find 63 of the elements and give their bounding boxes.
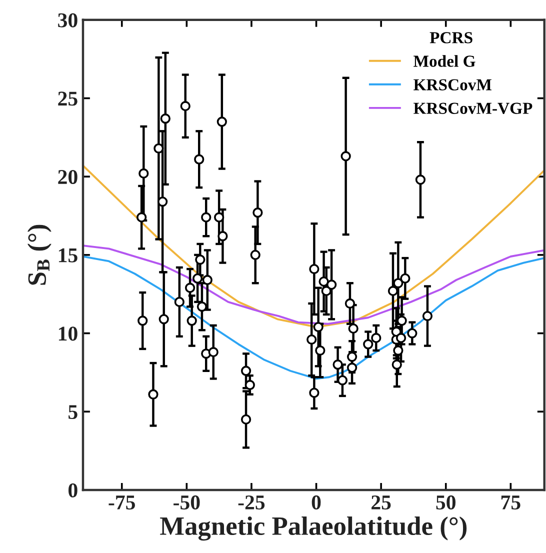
point bbox=[393, 278, 404, 288]
y-tick-label: 20 bbox=[58, 170, 78, 184]
point bbox=[148, 389, 158, 400]
point bbox=[326, 280, 337, 290]
y-tick-label: 10 bbox=[58, 326, 78, 341]
point bbox=[208, 347, 218, 358]
x-tick-label: 75 bbox=[501, 496, 520, 510]
point bbox=[138, 168, 149, 179]
point bbox=[371, 332, 382, 344]
point bbox=[174, 296, 184, 308]
point bbox=[306, 334, 317, 345]
point bbox=[158, 314, 169, 324]
point bbox=[363, 339, 374, 350]
x-tick-label: -75 bbox=[108, 496, 135, 510]
point bbox=[201, 212, 212, 222]
point bbox=[422, 310, 433, 322]
y-tick-label: 5 bbox=[68, 405, 78, 420]
point bbox=[184, 282, 196, 293]
legend-title: PCRS bbox=[430, 32, 472, 44]
point bbox=[154, 143, 164, 154]
legend-label: Model G bbox=[414, 55, 476, 67]
point bbox=[180, 101, 190, 112]
point bbox=[250, 250, 260, 260]
line-series bbox=[82, 256, 544, 380]
point bbox=[160, 114, 170, 124]
point bbox=[337, 375, 348, 386]
point bbox=[214, 212, 224, 222]
x-tick-label: 50 bbox=[436, 495, 456, 510]
line-series bbox=[82, 244, 544, 325]
point bbox=[332, 360, 343, 370]
point bbox=[340, 151, 351, 162]
point bbox=[415, 174, 426, 185]
x-tick-label: -25 bbox=[238, 495, 265, 510]
point bbox=[318, 276, 329, 287]
point bbox=[194, 154, 204, 164]
x-tick-label: 0 bbox=[312, 495, 321, 510]
point bbox=[321, 286, 332, 296]
point bbox=[252, 208, 263, 218]
point bbox=[400, 273, 410, 284]
legend-label: KRSCovM-VGP bbox=[414, 102, 532, 114]
point bbox=[138, 316, 148, 326]
y-tick-label: 25 bbox=[58, 92, 78, 106]
x-tick-label: -50 bbox=[174, 495, 200, 510]
legend-label: KRSCovM bbox=[414, 79, 492, 90]
y-tick-label: 0 bbox=[68, 483, 78, 498]
y-axis-title: S$_{B}$ (°) bbox=[27, 224, 52, 285]
point bbox=[315, 345, 326, 356]
point bbox=[240, 414, 252, 425]
point bbox=[157, 196, 168, 207]
x-tick-label: 25 bbox=[372, 495, 391, 510]
point bbox=[186, 316, 197, 326]
y-tick-label: 15 bbox=[58, 248, 78, 262]
point bbox=[216, 116, 227, 127]
point bbox=[388, 286, 398, 296]
point bbox=[309, 388, 320, 398]
point bbox=[196, 302, 208, 312]
point bbox=[309, 264, 320, 274]
x-axis-title: Magnetic Palaeolatitude (°) bbox=[160, 516, 467, 541]
point bbox=[202, 274, 212, 286]
y-tick-label: 30 bbox=[58, 13, 78, 28]
point bbox=[407, 328, 418, 338]
point bbox=[218, 231, 228, 242]
point bbox=[392, 360, 402, 370]
